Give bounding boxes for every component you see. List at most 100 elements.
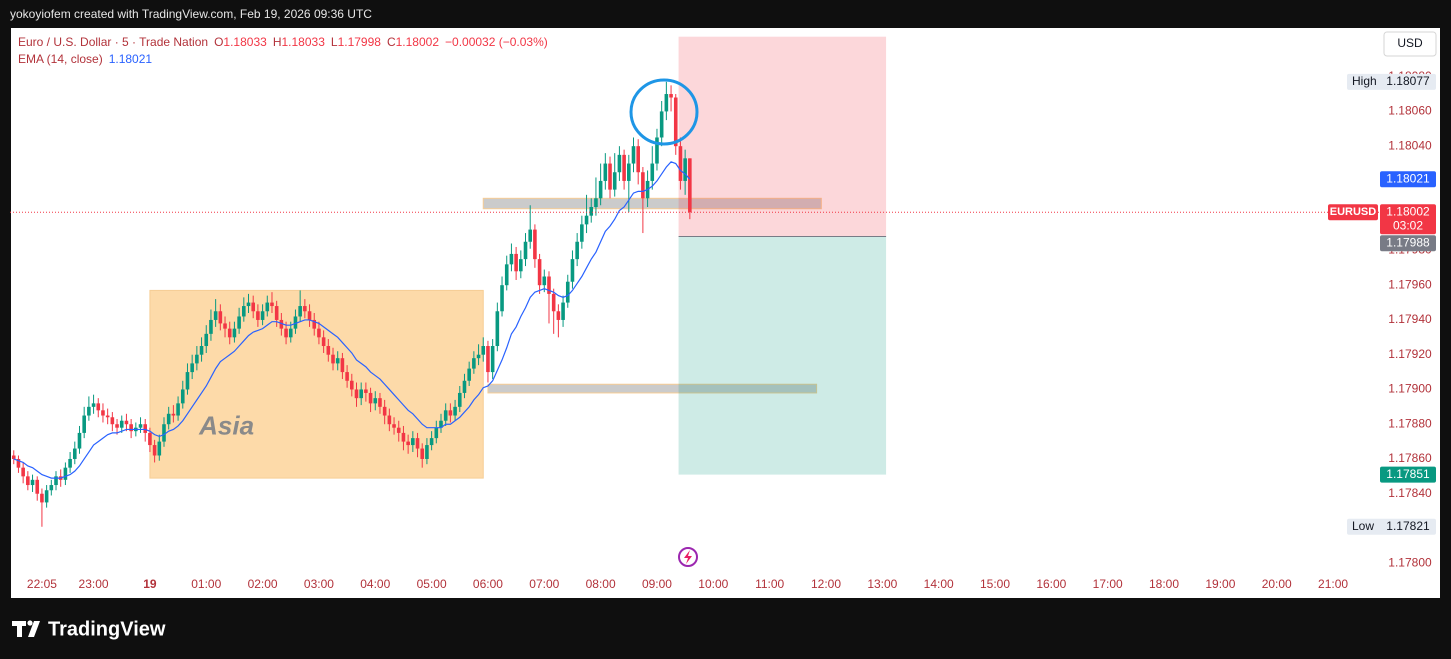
ohlc-prefix: C xyxy=(387,35,396,49)
footer-logo: TradingView xyxy=(12,618,166,640)
candle-body xyxy=(495,311,500,347)
candle-body xyxy=(519,259,523,272)
candle-body xyxy=(54,476,58,486)
candle-body xyxy=(256,311,260,320)
candle-body xyxy=(26,476,30,486)
candle-body xyxy=(265,302,270,312)
candle-body xyxy=(359,389,363,399)
candle-body xyxy=(396,427,401,433)
candle-body xyxy=(542,276,547,286)
candle-body xyxy=(650,163,655,181)
candle-body xyxy=(204,333,209,347)
candle-body xyxy=(232,328,237,338)
candle-body xyxy=(35,479,40,494)
alert-ring xyxy=(678,547,698,567)
candle-body xyxy=(274,306,279,320)
candle-body xyxy=(317,328,321,338)
candle-body xyxy=(21,467,25,477)
x-tick-label: 05:00 xyxy=(417,577,447,591)
header-text: yokoyiofem created with TradingView.com,… xyxy=(10,7,372,21)
candle-body xyxy=(340,358,345,373)
candles xyxy=(11,81,692,527)
candle-body xyxy=(612,172,617,190)
candle-body xyxy=(331,354,335,364)
candle-body xyxy=(326,346,331,355)
candle-body xyxy=(584,215,589,225)
candle-body xyxy=(556,311,561,320)
high-value: 1.18033 xyxy=(281,35,325,49)
candle-body xyxy=(72,448,77,459)
legend-main: Euro / U.S. Dollar · 5 · Trade Nation O1.… xyxy=(18,35,548,49)
candle-body xyxy=(641,172,645,199)
logo-dot xyxy=(27,620,33,626)
x-tick-label: 21:00 xyxy=(1318,577,1348,591)
candle-body xyxy=(199,346,204,355)
candle-body xyxy=(124,420,129,425)
candle-body xyxy=(565,281,570,303)
candle-body xyxy=(603,163,608,181)
candle-body xyxy=(44,490,49,503)
drawings: Asia xyxy=(149,36,887,479)
candle-body xyxy=(251,302,256,312)
candle-body xyxy=(457,392,462,407)
candle-body xyxy=(594,198,598,207)
candle-body xyxy=(636,146,640,173)
candle-body xyxy=(490,346,495,373)
y-tick-label: 1.17900 xyxy=(1388,382,1432,396)
high-tag-bg xyxy=(1347,73,1436,90)
candle-body xyxy=(91,403,96,407)
last-price: 1.18002 xyxy=(1386,204,1430,218)
y-tick-label: 1.17940 xyxy=(1388,312,1432,326)
candle-body xyxy=(49,485,54,491)
target-zone xyxy=(678,236,887,475)
x-tick-label: 22:05 xyxy=(27,577,57,591)
candle-body xyxy=(40,493,44,503)
x-tick-label: 01:00 xyxy=(191,577,221,591)
candle-body xyxy=(627,163,631,181)
entry-tag: 1.17988 xyxy=(1386,235,1430,249)
candle-body xyxy=(11,455,16,459)
x-tick-label: 19 xyxy=(143,577,157,591)
candle-body xyxy=(481,346,486,355)
candle-body xyxy=(218,311,223,324)
x-tick-label: 10:00 xyxy=(698,577,728,591)
candle-body xyxy=(213,311,218,320)
alert-bolt xyxy=(684,550,692,564)
ohlc-prefix: H xyxy=(273,35,282,49)
symbol-tag: EURUSD xyxy=(1330,206,1377,218)
candle-body xyxy=(288,328,293,338)
candle-body xyxy=(655,137,659,164)
zone-label: Asia xyxy=(198,410,254,440)
candle-body xyxy=(237,316,241,329)
currency-label[interactable]: USD xyxy=(1397,36,1423,50)
candle-body xyxy=(260,311,265,320)
candle-body xyxy=(312,319,317,329)
high-tag-value: 1.18077 xyxy=(1386,74,1430,88)
target-tag-bg xyxy=(1380,466,1436,483)
candle-body xyxy=(580,224,584,242)
symbol-tag-bg xyxy=(1328,204,1378,221)
candle-body xyxy=(82,415,86,433)
low-value: 1.17998 xyxy=(338,35,382,49)
candle-body xyxy=(425,445,429,459)
legend-ema: EMA (14, close) 1.18021 xyxy=(18,52,152,66)
candle-body xyxy=(406,441,410,446)
candle-body xyxy=(303,306,307,312)
candle-body xyxy=(439,420,443,428)
y-tick-label: 1.17840 xyxy=(1388,486,1432,500)
candle-body xyxy=(171,413,176,416)
low-tag-value: 1.17821 xyxy=(1386,519,1430,533)
currency-button[interactable] xyxy=(1383,31,1437,57)
x-tick-label: 02:00 xyxy=(248,577,278,591)
candle-body xyxy=(284,328,288,338)
candle-body xyxy=(443,410,448,421)
candle-body xyxy=(631,146,636,164)
candle-body xyxy=(411,438,415,446)
countdown: 03:02 xyxy=(1393,218,1423,232)
candle-body xyxy=(467,368,471,381)
candle-body xyxy=(63,467,68,480)
candle-body xyxy=(476,354,481,359)
candle-body xyxy=(472,358,476,369)
ema-value: 1.18021 xyxy=(109,52,153,66)
